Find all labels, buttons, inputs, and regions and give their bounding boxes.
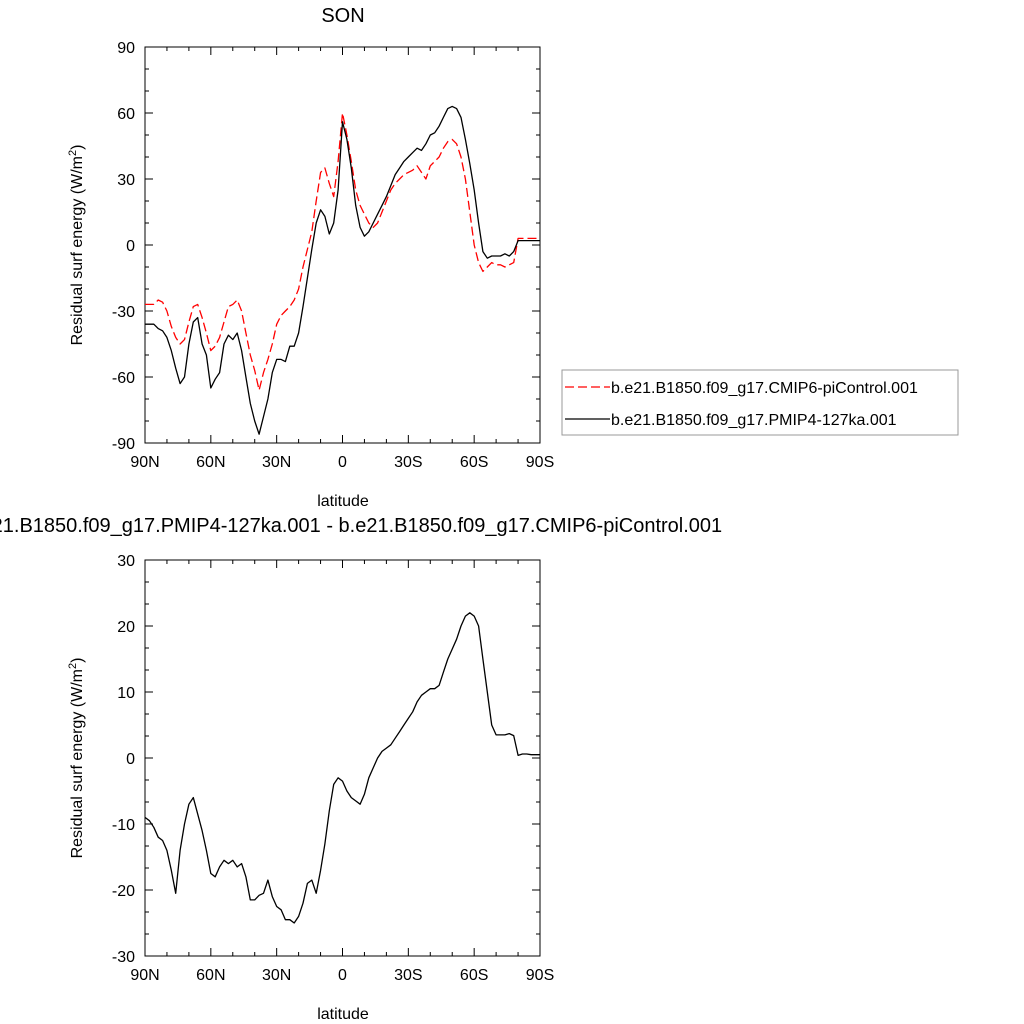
series-line-0	[145, 112, 540, 391]
chart-title: b.e21.B1850.f09_g17.PMIP4-127ka.001 - b.…	[0, 515, 722, 537]
y-tick-label: -30	[112, 949, 135, 966]
y-tick-label: -20	[112, 883, 135, 900]
legend-entry-pmip4: b.e21.B1850.f09_g17.PMIP4-127ka.001	[611, 412, 897, 429]
y-tick-label: -30	[112, 304, 135, 321]
legend: b.e21.B1850.f09_g17.CMIP6-piControl.001 …	[561, 369, 959, 436]
axis-ticks: 90N 60N 30N 0 30S 60S 90S -30 -20 -10 0 10 20 30	[112, 553, 554, 984]
plot-frame	[144, 559, 541, 957]
x-axis-label: latitude	[317, 1006, 369, 1023]
x-tick-label: 30N	[262, 967, 291, 984]
x-tick-label: 90N	[130, 454, 159, 471]
series-lines	[145, 105, 540, 435]
x-tick-label: 30S	[394, 454, 422, 471]
axis-ticks: 90N 60N 30N 0 30S 60S 90S -90 -60 -30 0 30 60 90	[112, 40, 554, 471]
x-tick-label: 60S	[460, 454, 488, 471]
x-tick-label: 60N	[196, 967, 225, 984]
x-tick-label: 60N	[196, 454, 225, 471]
y-tick-label: 0	[126, 751, 135, 768]
x-tick-label: 60S	[460, 967, 488, 984]
y-tick-label: 30	[117, 172, 135, 189]
plot-frame	[144, 46, 541, 444]
y-axis-label: Residual surf energy (W/m2)	[67, 145, 86, 346]
y-tick-label: 90	[117, 40, 135, 57]
y-tick-label: -60	[112, 370, 135, 387]
chart-title: SON	[321, 5, 364, 27]
y-tick-label: -10	[112, 817, 135, 834]
series-line-1	[145, 105, 540, 435]
legend-entry-picontrol: b.e21.B1850.f09_g17.CMIP6-piControl.001	[611, 380, 918, 397]
x-tick-label: 30S	[394, 967, 422, 984]
x-tick-label: 0	[338, 967, 347, 984]
x-tick-label: 90S	[526, 454, 554, 471]
x-tick-label: 30N	[262, 454, 291, 471]
y-tick-label: 10	[117, 685, 135, 702]
chart-son: SON 90N 60N 30N 0 30S 60S 90S-90-60-300306090 …	[67, 5, 554, 510]
y-tick-label: 20	[117, 619, 135, 636]
y-tick-label: 0	[126, 238, 135, 255]
series-lines	[144, 612, 540, 924]
chart-difference: b.e21.B1850.f09_g17.PMIP4-127ka.001 - b.…	[0, 515, 722, 1023]
y-tick-label: -90	[112, 436, 135, 453]
x-tick-label: 90N	[130, 967, 159, 984]
x-tick-label: 90S	[526, 967, 554, 984]
legend-frame	[561, 369, 959, 436]
y-axis-label: Residual surf energy (W/m2)	[67, 658, 86, 859]
x-tick-label: 0	[338, 454, 347, 471]
y-tick-label: 30	[117, 553, 135, 570]
x-axis-label: latitude	[317, 493, 369, 510]
series-line-0	[144, 612, 540, 924]
y-tick-label: 60	[117, 106, 135, 123]
